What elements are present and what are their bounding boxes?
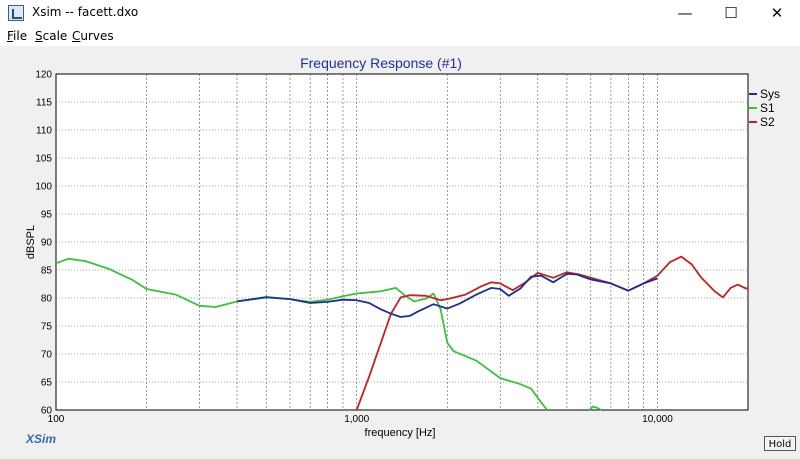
grid-lines xyxy=(56,74,748,410)
legend-label[interactable]: S2 xyxy=(760,115,775,129)
series-s1-line xyxy=(55,257,548,411)
frequency-response-chart: Frequency Response (#1) 60 65 70 75 80 85 90 95… xyxy=(25,55,780,446)
x-axis-label: frequency [Hz] xyxy=(365,427,436,439)
legend-label[interactable]: S1 xyxy=(760,101,775,115)
x-tick-label: 10,000 xyxy=(642,414,673,425)
menu-file-label: ile xyxy=(13,29,28,43)
x-tick-label: 1,000 xyxy=(344,414,369,425)
x-tick-labels: 100 1,000 10,000 xyxy=(48,414,674,425)
series-sys-line xyxy=(236,273,658,318)
y-tick-label: 70 xyxy=(41,350,53,361)
series-s2-line xyxy=(355,255,749,411)
y-tick-label: 120 xyxy=(35,70,52,81)
plot-frame: Frequency Response (#1) 60 65 70 75 80 85 90 95… xyxy=(0,46,800,454)
y-tick-label: 110 xyxy=(36,126,52,137)
window-title: Xsim -- facett.dxo xyxy=(32,5,139,19)
curves xyxy=(55,255,749,411)
menu-bar: File Scale Curves xyxy=(0,26,800,46)
menu-scale[interactable]: Scale xyxy=(35,29,67,43)
menu-scale-accelerator: S xyxy=(35,29,43,43)
x-tick-label: 100 xyxy=(48,414,65,425)
legend-label[interactable]: Sys xyxy=(760,87,780,101)
y-tick-label: 115 xyxy=(36,98,52,109)
xsim-watermark: XSim xyxy=(25,432,56,446)
y-tick-label: 80 xyxy=(41,294,53,305)
menu-curves-label: urves xyxy=(80,29,114,43)
y-tick-label: 85 xyxy=(41,266,53,277)
chart-title: Frequency Response (#1) xyxy=(300,55,462,71)
title-bar: Xsim -- facett.dxo — ☐ ✕ xyxy=(0,0,800,26)
y-tick-label: 95 xyxy=(41,210,53,221)
series-s1-segment xyxy=(589,405,602,411)
y-tick-label: 90 xyxy=(41,238,53,249)
y-tick-label: 60 xyxy=(41,406,53,417)
menu-curves-accelerator: C xyxy=(72,29,81,43)
y-tick-label: 75 xyxy=(41,322,53,333)
y-tick-label: 65 xyxy=(41,378,53,389)
menu-file-accelerator: F xyxy=(7,29,14,43)
minimize-button[interactable]: — xyxy=(677,4,693,22)
y-tick-label: 105 xyxy=(35,154,52,165)
y-axis-label: dBSPL xyxy=(25,225,37,259)
y-tick-labels: 60 65 70 75 80 85 90 95 100 105 110 115 120 xyxy=(35,70,52,417)
app-icon xyxy=(8,5,24,21)
maximize-button[interactable]: ☐ xyxy=(724,4,738,22)
y-tick-label: 100 xyxy=(35,182,52,193)
close-button[interactable]: ✕ xyxy=(770,4,784,22)
hold-button[interactable]: Hold xyxy=(764,436,796,451)
menu-file[interactable]: File xyxy=(7,29,27,43)
menu-curves[interactable]: Curves xyxy=(72,29,114,43)
menu-scale-label: cale xyxy=(42,29,68,43)
